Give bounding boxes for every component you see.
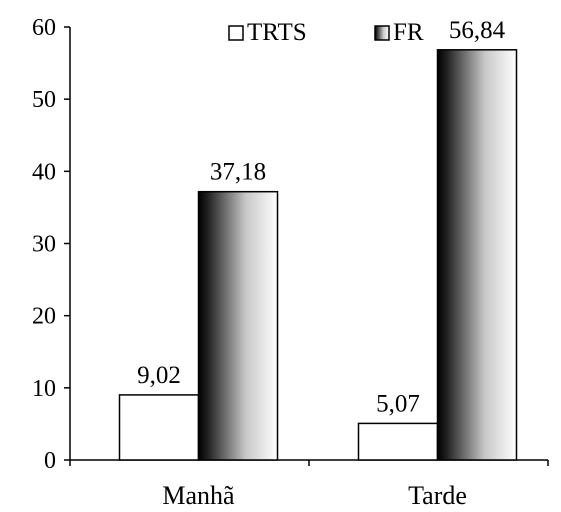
y-tick-label: 30 bbox=[32, 232, 56, 258]
bar-trts-1 bbox=[357, 422, 439, 461]
legend-swatch-fr bbox=[374, 25, 390, 41]
data-label-trts-0: 9,02 bbox=[137, 362, 181, 389]
bar-fr-0 bbox=[197, 190, 279, 461]
y-tick-label: 20 bbox=[32, 304, 56, 330]
data-label-fr-1: 56,84 bbox=[449, 17, 506, 44]
legend-item-trts: TRTS bbox=[228, 19, 307, 46]
legend-item-fr: FR bbox=[374, 19, 424, 46]
y-tick-label: 10 bbox=[32, 376, 56, 402]
bar-fr-1 bbox=[436, 49, 518, 461]
y-tick-label: 50 bbox=[32, 87, 56, 113]
data-label-fr-0: 37,18 bbox=[210, 159, 266, 186]
x-category-label: Tarde bbox=[408, 481, 467, 510]
legend: TRTS FR bbox=[228, 19, 424, 46]
x-category-label: Manhã bbox=[162, 481, 235, 510]
legend-label-fr: FR bbox=[393, 19, 424, 46]
data-label-trts-1: 5,07 bbox=[376, 390, 420, 417]
y-tick-label: 0 bbox=[44, 448, 56, 474]
legend-swatch-trts bbox=[228, 25, 244, 41]
bar-trts-0 bbox=[118, 394, 200, 461]
legend-label-trts: TRTS bbox=[247, 19, 307, 46]
y-tick-label: 60 bbox=[32, 15, 56, 41]
y-tick-label: 40 bbox=[32, 159, 56, 185]
